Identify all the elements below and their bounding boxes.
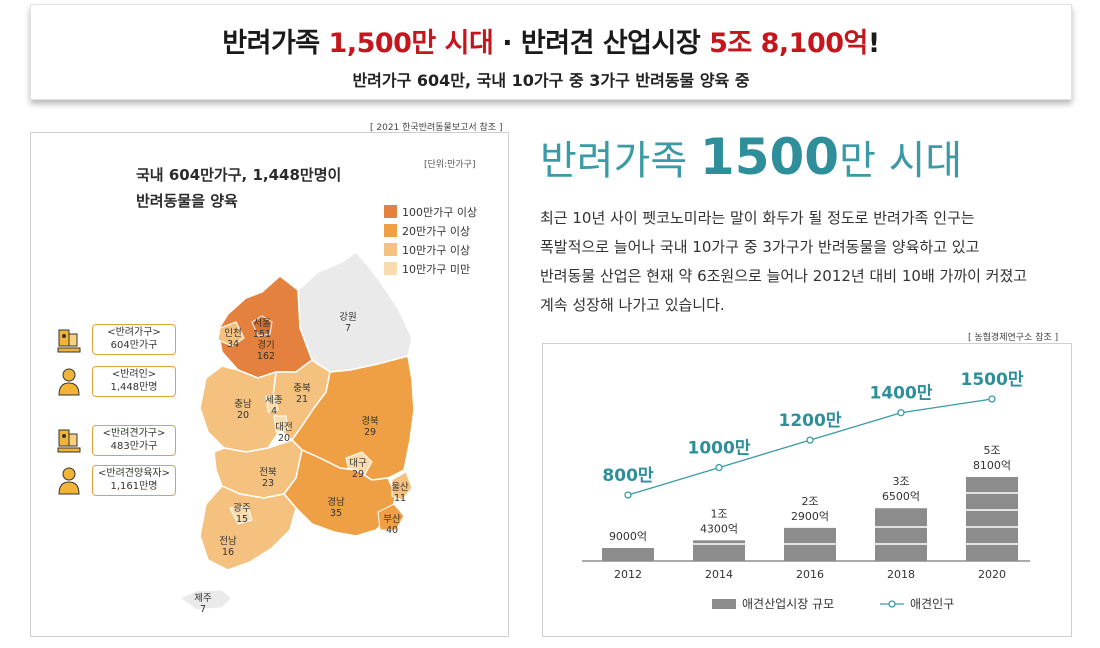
bar-data-label: 2900억 bbox=[791, 510, 829, 523]
line-point bbox=[624, 491, 632, 499]
region-label-chungbuk: 충북 21 bbox=[293, 383, 311, 405]
map-region-jeonnam bbox=[199, 485, 297, 571]
region-label-ulsan: 울산 11 bbox=[391, 482, 409, 504]
region-label-jeonnam: 전남 16 bbox=[219, 536, 237, 558]
bar-data-label: 9000억 bbox=[609, 530, 647, 543]
region-label-gyeongbuk: 경북 29 bbox=[361, 416, 379, 438]
legend-swatch bbox=[384, 224, 397, 237]
bar bbox=[875, 508, 927, 561]
x-tick-label: 2012 bbox=[614, 568, 642, 581]
legend-swatch bbox=[384, 262, 397, 275]
callout-dog-households: <반려견가구> 483만가구 bbox=[92, 425, 176, 456]
legend-label-bar: 애견산업시장 규모 bbox=[742, 597, 834, 611]
region-label-sejong: 세종 4 bbox=[265, 395, 283, 417]
map-region-busan bbox=[377, 503, 405, 531]
x-tick-label: 2014 bbox=[705, 568, 733, 581]
region-label-gyeonggi: 경기 162 bbox=[256, 340, 276, 362]
legend-label-line: 애견인구 bbox=[910, 597, 954, 611]
region-label-daejeon: 대전 20 bbox=[275, 422, 293, 444]
line-data-label: 1200만 bbox=[779, 411, 842, 431]
bar bbox=[602, 547, 654, 561]
region-label-chungnam: 충남 20 bbox=[234, 399, 252, 421]
map-region-incheon bbox=[217, 321, 245, 347]
line-data-label: 1000만 bbox=[688, 439, 751, 459]
section-heading: 반려가족 1500만 시대 bbox=[540, 128, 963, 186]
bar-data-label: 5조 bbox=[983, 444, 1000, 457]
legend-swatch-bar bbox=[712, 599, 736, 609]
map-region-seoul bbox=[251, 315, 273, 337]
bar-data-label: 4300억 bbox=[700, 522, 738, 535]
legend-item: 10만가구 미만 bbox=[384, 261, 470, 277]
line-data-label: 1400만 bbox=[870, 384, 933, 404]
x-tick-label: 2018 bbox=[887, 568, 915, 581]
legend-swatch bbox=[384, 205, 397, 218]
region-label-busan: 부산 40 bbox=[383, 514, 401, 536]
line-point bbox=[897, 409, 905, 417]
household-icon bbox=[57, 329, 81, 353]
banner-title: 반려가족 1,500만 시대 · 반려견 산업시장 5조 8,100억! bbox=[222, 28, 880, 59]
left-source-note: [ 2021 한국반려동물보고서 참조 ] bbox=[370, 123, 503, 133]
map-region-daejeon bbox=[273, 415, 289, 433]
line-point bbox=[806, 436, 814, 444]
unit-label: [단위:만가구] bbox=[424, 160, 476, 170]
region-label-seoul: 서울 151 bbox=[252, 318, 272, 340]
bar-data-label: 8100억 bbox=[973, 459, 1011, 472]
bar-data-label: 6500억 bbox=[882, 490, 920, 503]
legend-swatch bbox=[384, 243, 397, 256]
legend-item: 100만가구 이상 bbox=[384, 204, 477, 220]
bar bbox=[693, 540, 745, 561]
legend-item: 10만가구 이상 bbox=[384, 242, 470, 258]
line-data-label: 1500만 bbox=[961, 370, 1024, 390]
bar-data-label: 2조 bbox=[801, 495, 818, 508]
line-point bbox=[715, 463, 723, 472]
callout-dog-owners: <반려견양육자> 1,161만명 bbox=[92, 465, 176, 496]
line-data-label: 800만 bbox=[602, 466, 653, 486]
region-label-daegu: 대구 29 bbox=[349, 458, 367, 480]
callout-owners: <반려인> 1,448만명 bbox=[92, 366, 176, 397]
callout-households: <반려가구> 604만가구 bbox=[92, 324, 176, 355]
x-tick-label: 2016 bbox=[796, 568, 824, 581]
map-region-sejong bbox=[265, 395, 279, 413]
region-label-gyeongnam: 경남 35 bbox=[327, 497, 345, 519]
x-tick-label: 2020 bbox=[978, 568, 1006, 581]
description: 최근 10년 사이 펫코노미라는 말이 화두가 될 정도로 반려가족 인구는 폭… bbox=[540, 209, 1028, 314]
market-chart: 9000억 2012 1조 4300억 2014 2조 2900억 2016 3조 6500억 20… bbox=[582, 370, 1030, 611]
map-region-gwangju bbox=[229, 505, 253, 525]
header-banner: 반려가족 1,500만 시대 · 반려견 산업시장 5조 8,100억! 반려가… bbox=[30, 4, 1072, 100]
right-source-note: [ 농협경제연구소 참조 ] bbox=[968, 333, 1059, 343]
legend-item: 20만가구 이상 bbox=[384, 223, 470, 239]
region-label-incheon: 인천 34 bbox=[224, 328, 242, 350]
person-icon bbox=[58, 368, 80, 396]
map-region-ulsan bbox=[391, 471, 413, 501]
bar-data-label: 1조 bbox=[710, 507, 727, 520]
bar bbox=[966, 477, 1018, 561]
bar-data-label: 3조 bbox=[892, 475, 909, 488]
person-icon bbox=[58, 467, 80, 495]
map-region-jeju bbox=[178, 589, 234, 611]
region-label-jeju: 제주 7 bbox=[194, 593, 212, 615]
line-point bbox=[988, 395, 996, 403]
banner-subtitle: 반려가구 604만, 국내 10가구 중 3가구 반려동물 양육 중 bbox=[352, 71, 750, 90]
region-label-jeonbuk: 전북 23 bbox=[259, 467, 277, 489]
household-icon bbox=[57, 429, 81, 453]
map-title: 국내 604만가구, 1,448만명이 반려동물을 양육 bbox=[136, 166, 342, 210]
legend-marker-line bbox=[888, 600, 896, 608]
region-label-gangwon: 강원 7 bbox=[339, 312, 357, 334]
region-label-gwangju: 광주 15 bbox=[233, 503, 251, 525]
